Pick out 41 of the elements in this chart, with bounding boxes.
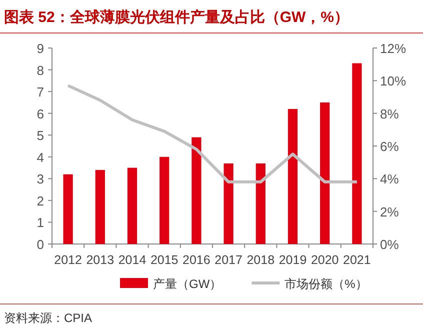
legend-label: 市场份额（%） bbox=[284, 277, 368, 291]
x-tick-label: 2012 bbox=[54, 253, 82, 267]
bar bbox=[95, 170, 105, 244]
y2-tick-label: 6% bbox=[380, 139, 400, 154]
bar bbox=[160, 156, 170, 244]
bar bbox=[127, 168, 138, 244]
y2-tick-label: 4% bbox=[380, 172, 400, 187]
bar bbox=[320, 102, 330, 244]
y2-tick-label: 12% bbox=[380, 41, 406, 56]
bar bbox=[192, 137, 202, 244]
y-tick-label: 5 bbox=[36, 128, 44, 144]
y-tick-label: 1 bbox=[36, 215, 44, 230]
bar bbox=[352, 63, 362, 244]
y-tick-label: 7 bbox=[36, 84, 44, 100]
bar bbox=[288, 108, 298, 244]
y-tick-label: 2 bbox=[36, 193, 44, 208]
x-tick-label: 2016 bbox=[182, 253, 210, 267]
y-tick-label: 3 bbox=[36, 172, 44, 187]
bar bbox=[256, 163, 266, 244]
title: 图表 52：全球薄膜光伏组件产量及占比（GW，%） bbox=[4, 9, 350, 26]
x-tick-label: 2020 bbox=[310, 253, 339, 267]
x-tick-label: 2021 bbox=[343, 253, 371, 267]
x-tick-label: 2017 bbox=[214, 253, 242, 267]
text: 资料来源：CPIA bbox=[4, 311, 92, 325]
x-tick-label: 2014 bbox=[118, 253, 146, 267]
y2-tick-label: 0% bbox=[380, 237, 400, 252]
x-tick-label: 2018 bbox=[246, 253, 275, 267]
legend-label: 产量（GW） bbox=[153, 277, 222, 291]
y2-tick-label: 10% bbox=[380, 74, 406, 89]
bar bbox=[63, 174, 73, 244]
bar bbox=[224, 163, 234, 244]
y-tick-label: 4 bbox=[36, 150, 44, 165]
x-tick-label: 2013 bbox=[86, 253, 114, 267]
y2-tick-label: 2% bbox=[380, 204, 400, 220]
x-tick-label: 2015 bbox=[150, 253, 178, 267]
y-tick-label: 6 bbox=[36, 106, 44, 122]
y-tick-label: 9 bbox=[36, 41, 44, 56]
y-tick-label: 8 bbox=[36, 62, 44, 78]
y-tick-label: 0 bbox=[36, 237, 44, 252]
x-tick-label: 2019 bbox=[278, 253, 307, 267]
y2-tick-label: 8% bbox=[380, 106, 400, 122]
